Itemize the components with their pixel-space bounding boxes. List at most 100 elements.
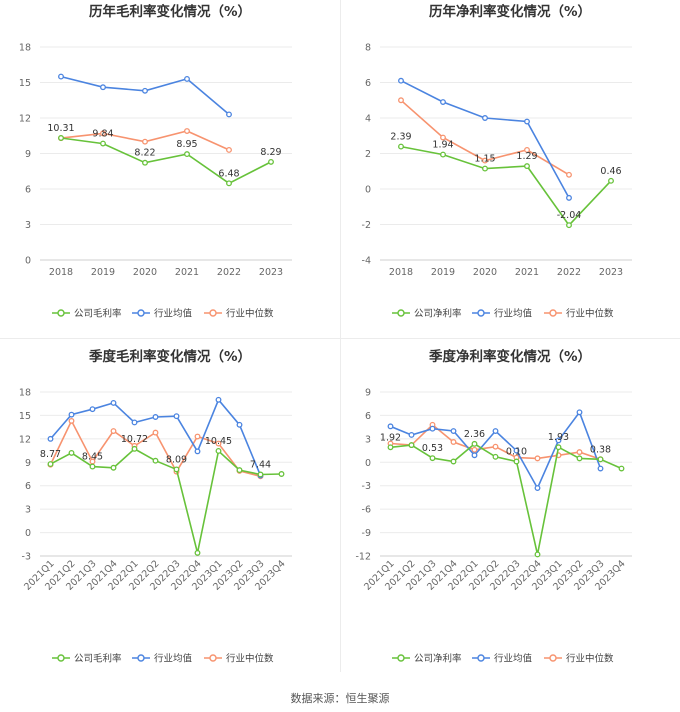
- data-label: 8.45: [82, 452, 103, 463]
- data-point-industry-mean: [68, 411, 75, 418]
- data-point-industry-mean: [440, 99, 446, 105]
- data-point-company: [387, 444, 394, 451]
- y-tick-label: -2: [362, 220, 371, 231]
- data-point-company: [152, 457, 159, 464]
- data-point-industry-mean: [429, 425, 436, 432]
- y-tick-label: 0: [365, 185, 371, 196]
- data-point-company: [429, 455, 436, 462]
- data-point-industry-mean: [58, 73, 64, 80]
- x-tick-label: 2021: [515, 267, 539, 278]
- data-point-industry-mean: [408, 432, 415, 438]
- legend-label-industry-median: 行业中位数: [226, 653, 274, 665]
- y-tick-label: 18: [19, 43, 31, 54]
- chart-annual-net-margin: 历年净利率变化情况（%） -4 -2 0 2 4 6 8 2018 2019 2020 2021 202…: [362, 3, 632, 320]
- data-point-company: [597, 456, 604, 463]
- data-point-industry-mean: [524, 118, 530, 125]
- y-tick-label: -4: [362, 256, 371, 267]
- y-tick-label: 18: [19, 388, 31, 399]
- data-point-company: [110, 464, 117, 471]
- data-label: 0.53: [422, 443, 443, 454]
- data-point-company: [492, 453, 499, 460]
- data-label: 8.95: [176, 139, 197, 150]
- legend-marker-company: [57, 654, 65, 662]
- legend-label-company: 公司净利率: [414, 653, 462, 665]
- legend-label-company: 公司毛利率: [74, 308, 122, 320]
- data-point-company: [398, 143, 404, 150]
- y-tick-label: -3: [22, 552, 31, 563]
- data-point-company: [608, 177, 614, 184]
- series-line-industry-median: [49, 419, 261, 478]
- data-label: 9.84: [92, 129, 113, 140]
- legend-marker-industry-median: [209, 654, 217, 662]
- data-point-industry-median: [524, 146, 530, 153]
- data-point-industry-mean: [555, 437, 562, 444]
- data-point-company: [184, 151, 190, 158]
- data-point-industry-mean: [471, 452, 478, 459]
- chart-title: 季度净利率变化情况（%）: [428, 348, 591, 365]
- data-point-industry-median: [226, 146, 232, 153]
- data-point-company: [58, 135, 64, 141]
- data-point-company: [89, 463, 96, 470]
- data-point-industry-median: [100, 130, 106, 137]
- legend-marker-company: [57, 309, 65, 317]
- vertical-divider: [340, 0, 341, 672]
- chart-title: 历年毛利率变化情况（%）: [89, 3, 251, 20]
- data-point-company: [534, 551, 541, 558]
- data-point-industry-median: [566, 171, 572, 178]
- data-point-company: [566, 222, 572, 229]
- y-tick-label: 0: [365, 458, 371, 469]
- data-label: 6.48: [218, 168, 239, 179]
- legend-marker-industry-median: [209, 309, 217, 317]
- y-tick-label: 9: [365, 388, 371, 399]
- data-point-industry-mean: [450, 428, 457, 434]
- data-point-industry-mean: [173, 413, 180, 420]
- y-tick-label: 3: [365, 434, 371, 445]
- series-line-industry-mean: [400, 79, 570, 199]
- data-point-industry-mean: [387, 423, 394, 430]
- y-tick-label: 0: [25, 256, 31, 267]
- y-tick-label: 6: [365, 78, 371, 89]
- chart-quarterly-gross-margin: 季度毛利率变化情况（%）-303691215182021Q12021Q22021…: [19, 348, 292, 665]
- y-tick-label: 3: [25, 220, 31, 231]
- chart-title: 历年净利率变化情况（%）: [429, 3, 591, 20]
- legend-label-industry-median: 行业中位数: [566, 653, 614, 665]
- x-tick-label: 2022: [217, 267, 241, 278]
- data-point-industry-median: [482, 157, 488, 164]
- x-tick-label: 2019: [431, 267, 455, 278]
- data-point-industry-mean: [100, 84, 106, 91]
- y-tick-label: 9: [25, 149, 31, 160]
- data-point-company: [524, 163, 530, 170]
- y-tick-label: -9: [362, 528, 371, 539]
- legend-marker-industry-mean: [137, 654, 145, 662]
- data-point-industry-median: [440, 134, 446, 141]
- data-point-industry-median: [142, 138, 148, 145]
- data-point-industry-mean: [492, 428, 499, 434]
- data-source-note: 数据来源：恒生聚源: [290, 692, 390, 705]
- data-point-industry-mean: [110, 399, 117, 406]
- data-point-company: [576, 455, 583, 462]
- data-point-company: [440, 151, 446, 158]
- data-point-industry-mean: [576, 409, 583, 416]
- y-tick-label: -6: [362, 505, 371, 516]
- y-tick-label: 6: [25, 185, 31, 196]
- data-label: 1.94: [432, 140, 453, 151]
- data-label: 7.44: [250, 459, 271, 470]
- data-label: 1.93: [548, 432, 569, 443]
- legend-marker-industry-median: [549, 309, 557, 317]
- data-point-company: [100, 140, 106, 147]
- data-point-industry-median: [492, 443, 499, 450]
- data-point-company: [513, 458, 520, 465]
- y-tick-label: -12: [355, 552, 371, 563]
- data-label: 10.45: [205, 436, 232, 447]
- data-label: 1.29: [516, 151, 537, 162]
- legend-label-industry-median: 行业中位数: [566, 308, 614, 320]
- legend-marker-industry-mean: [137, 309, 145, 317]
- y-tick-label: 6: [365, 411, 371, 422]
- data-point-industry-mean: [597, 465, 604, 472]
- data-point-company: [450, 458, 457, 465]
- x-tick-label: 2018: [49, 267, 73, 278]
- data-label: 8.77: [40, 449, 61, 460]
- data-point-industry-mean: [152, 414, 159, 420]
- data-label: 10.72: [121, 434, 148, 445]
- legend-label-industry-mean: 行业均值: [154, 653, 193, 665]
